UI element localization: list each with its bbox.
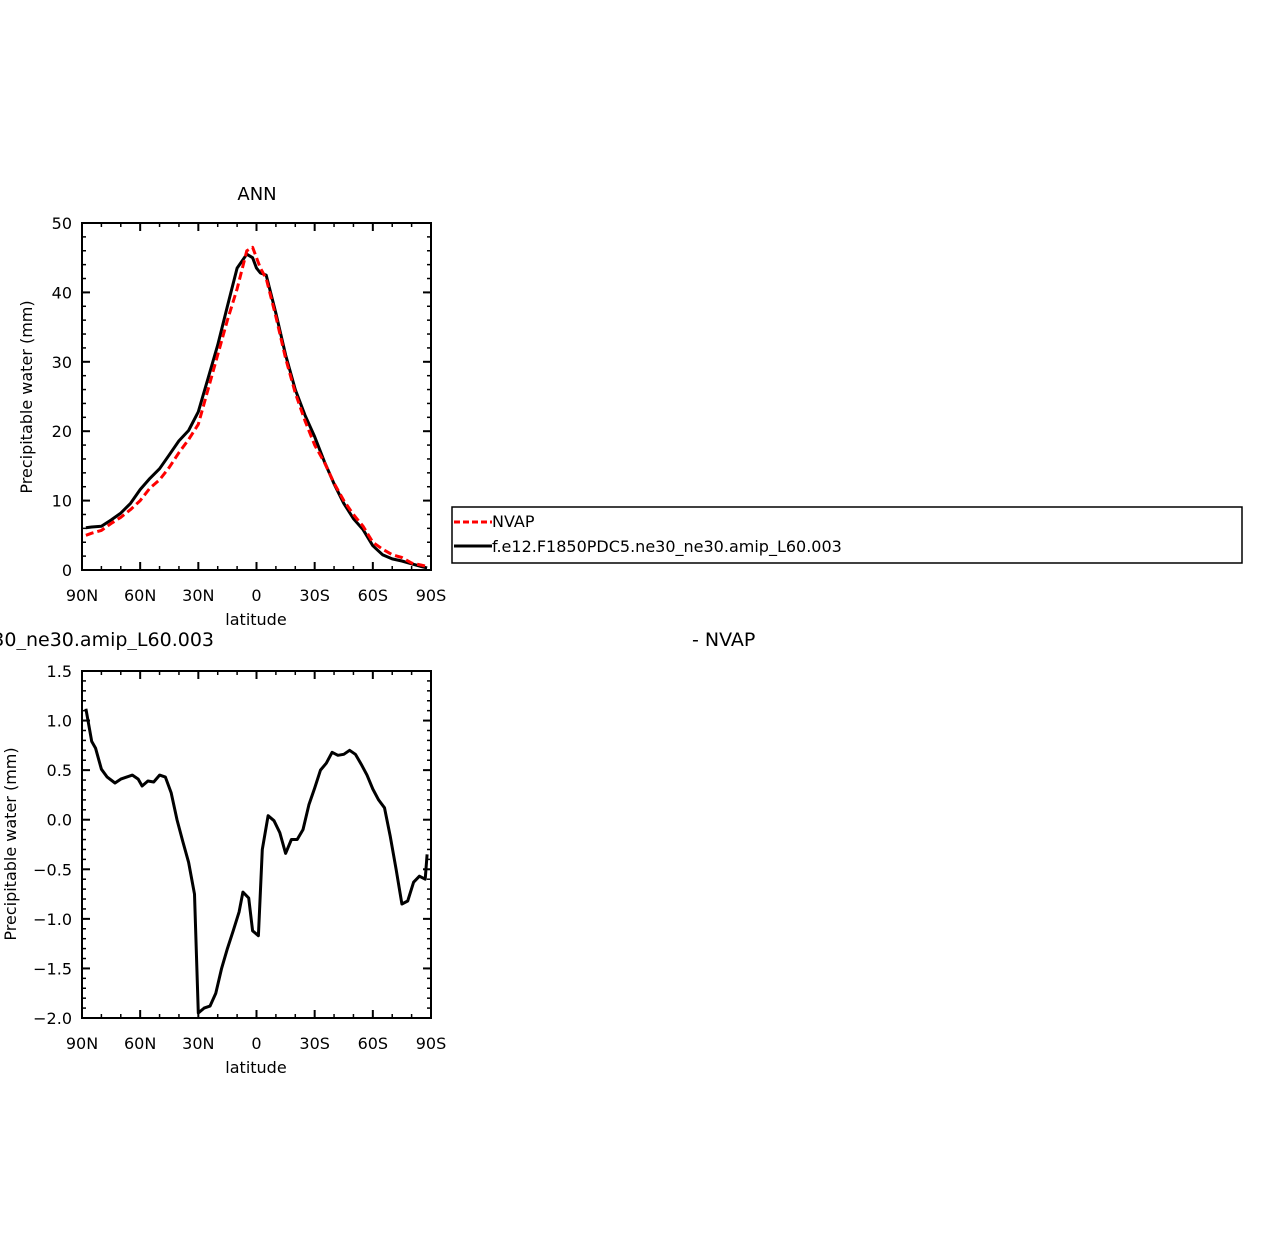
top-series-lines: [85, 245, 428, 570]
top-series-line-f-e12-f1850pdc5-ne30-ne30-amip-l60-003: [85, 252, 428, 570]
bottom-x-tick-label: 90S: [416, 1034, 447, 1053]
bottom-y-tick-label: 1.5: [47, 662, 72, 681]
bottom-panel: f.e12.F1850PDC5.ne30_ne30.amip_L60.003 -…: [0, 629, 755, 1077]
bottom-axis-ticks: 90N 60N 30N 0 30S 60S 90S 1.5 1.0 0.5 0.0 −0.5 −1.0 −…: [33, 662, 446, 1053]
top-axis-ticks: 90N 60N 30N 0 30S 60S 90S 0 10 20 30 40 50: [52, 214, 447, 605]
top-x-tick-label: 60N: [124, 586, 156, 605]
legend-box: [451, 506, 1243, 564]
bottom-x-tick-label: 60S: [358, 1034, 389, 1053]
top-series-line-nvap: [85, 245, 428, 568]
bottom-y-tick-label: −1.5: [33, 959, 72, 978]
top-y-tick-label: 10: [52, 492, 72, 511]
top-x-tick-label: 0: [251, 586, 261, 605]
bottom-series-lines: [84, 708, 429, 1015]
top-x-tick-label: 30N: [182, 586, 214, 605]
bottom-series-line-difference: [84, 708, 429, 1015]
bottom-y-tick-label: −1.0: [33, 910, 72, 929]
top-chart-title: ANN: [237, 184, 276, 205]
bottom-x-tick-label: 60N: [124, 1034, 156, 1053]
bottom-x-tick-label: 30S: [299, 1034, 330, 1053]
bottom-plot-frame: [81, 670, 432, 1019]
top-y-tick-label: 20: [52, 422, 72, 441]
top-x-tick-label: 60S: [358, 586, 389, 605]
top-y-tick-label: 0: [62, 561, 72, 580]
top-x-tick-label: 30S: [299, 586, 330, 605]
top-x-axis-label: latitude: [225, 610, 286, 629]
legend-label-nvap: NVAP: [492, 512, 535, 531]
bottom-y-tick-label: 0.0: [47, 811, 72, 830]
top-y-axis-label: Precipitable water (mm): [17, 300, 36, 493]
top-plot-frame: [81, 222, 432, 571]
legend: NVAP f.e12.F1850PDC5.ne30_ne30.amip_L60.…: [451, 506, 1243, 564]
bottom-chart-subtitle: - NVAP: [692, 629, 755, 651]
top-y-tick-label: 40: [52, 283, 72, 302]
top-y-tick-label: 30: [52, 353, 72, 372]
bottom-chart-title: f.e12.F1850PDC5.ne30_ne30.amip_L60.003: [0, 629, 214, 651]
bottom-y-tick-label: 0.5: [47, 761, 72, 780]
bottom-y-tick-label: 1.0: [47, 712, 72, 731]
bottom-x-tick-label: 30N: [182, 1034, 214, 1053]
bottom-y-axis-label: Precipitable water (mm): [1, 747, 20, 940]
top-x-tick-label: 90N: [66, 586, 98, 605]
bottom-x-axis-label: latitude: [225, 1058, 286, 1077]
bottom-x-tick-label: 90N: [66, 1034, 98, 1053]
bottom-x-tick-label: 0: [251, 1034, 261, 1053]
bottom-y-tick-label: −0.5: [33, 860, 72, 879]
top-x-tick-label: 90S: [416, 586, 447, 605]
bottom-y-tick-label: −2.0: [33, 1009, 72, 1028]
legend-label-model: f.e12.F1850PDC5.ne30_ne30.amip_L60.003: [492, 537, 842, 557]
top-y-tick-label: 50: [52, 214, 72, 233]
top-panel: ANN 90N 60N 30N 0 30S 60S 90S 0 10 20 30 40 50 latit…: [17, 184, 446, 629]
